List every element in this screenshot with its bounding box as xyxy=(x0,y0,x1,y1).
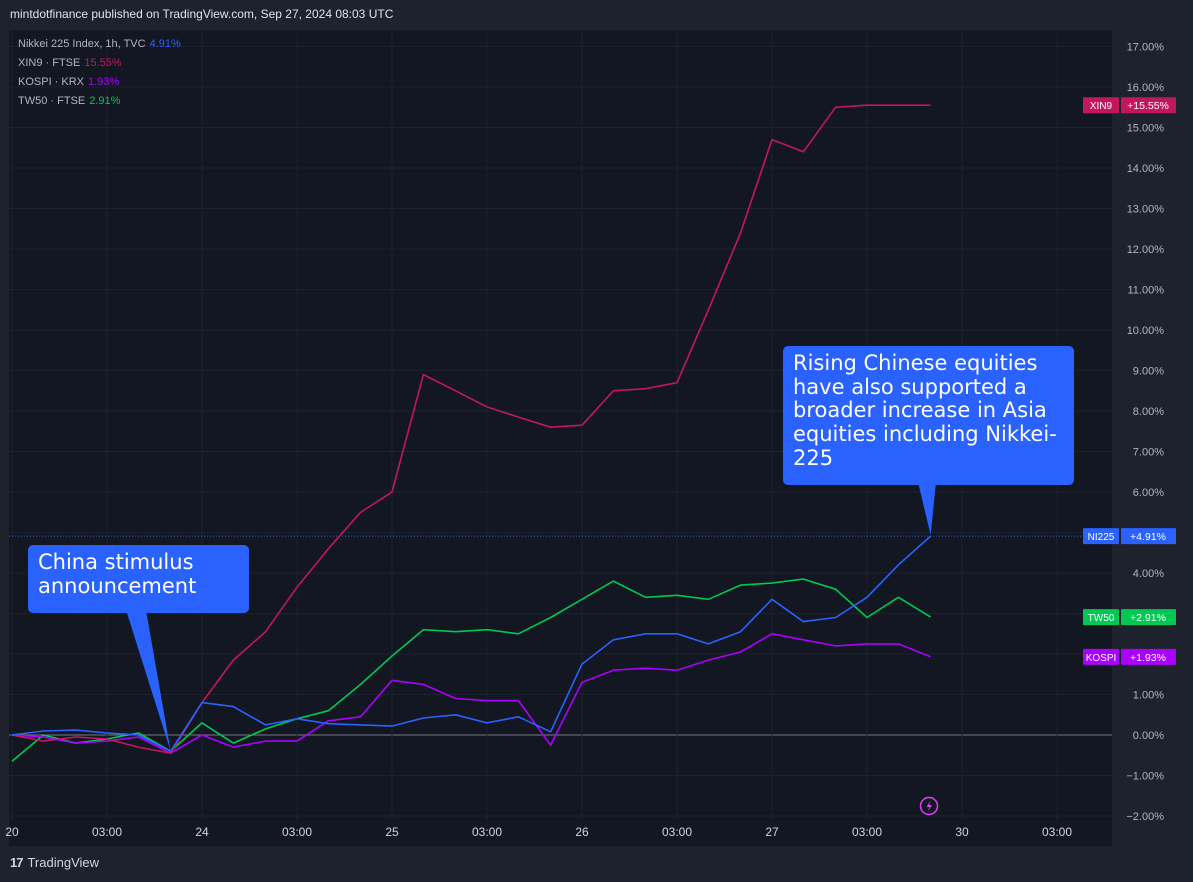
legend-value: 1.93% xyxy=(88,76,120,88)
y-tick-label: 14.00% xyxy=(1127,163,1165,175)
x-tick-label: 25 xyxy=(385,825,399,839)
callout-pointers xyxy=(126,482,936,752)
y-tick-label: 9.00% xyxy=(1133,366,1164,378)
legend-label: XIN9 · FTSE xyxy=(18,57,81,69)
x-tick-label: 03:00 xyxy=(1042,825,1072,839)
x-tick-label: 30 xyxy=(955,825,969,839)
y-tick-label: 15.00% xyxy=(1127,123,1165,135)
legend-item-kospi[interactable]: KOSPI · KRX 1.93% xyxy=(18,73,181,92)
price-tag-name-bg xyxy=(1083,528,1119,545)
series-line-xin9 xyxy=(11,104,931,754)
x-tick-label: 03:00 xyxy=(282,825,312,839)
legend: Nikkei 225 Index, 1h, TVC 4.91% XIN9 · FT… xyxy=(18,35,181,111)
legend-label: Nikkei 225 Index, 1h, TVC xyxy=(18,38,146,50)
series-lines xyxy=(11,104,932,762)
legend-item-xin9[interactable]: XIN9 · FTSE 15.55% xyxy=(18,54,181,73)
legend-value: 15.55% xyxy=(84,57,122,69)
y-tick-label: 17.00% xyxy=(1127,42,1165,54)
y-tick-label: 16.00% xyxy=(1127,82,1165,94)
x-tick-label: 26 xyxy=(575,825,589,839)
y-tick-label: 1.00% xyxy=(1133,690,1164,702)
y-tick-label: 4.00% xyxy=(1133,568,1164,580)
price-tag-value: +4.91% xyxy=(1130,531,1166,543)
legend-value: 4.91% xyxy=(149,38,181,50)
y-tick-label: 8.00% xyxy=(1133,406,1164,418)
series-line-ni225 xyxy=(11,535,932,752)
y-tick-label: 7.00% xyxy=(1133,447,1164,459)
x-tick-label: 03:00 xyxy=(852,825,882,839)
price-tag-value: +2.91% xyxy=(1130,612,1166,624)
price-tags: XIN9 +15.55% NI225 +4.91% TW50 +2.91% KOSPI +1.… xyxy=(1083,97,1176,665)
price-tag-value: +1.93% xyxy=(1130,652,1166,664)
price-tag-xin9: XIN9 +15.55% xyxy=(1083,97,1176,114)
legend-item-nikkei[interactable]: Nikkei 225 Index, 1h, TVC 4.91% xyxy=(18,35,181,54)
legend-item-tw50[interactable]: TW50 · FTSE 2.91% xyxy=(18,92,181,111)
price-tag-value-bg xyxy=(1121,528,1176,545)
y-axis: 17.00% 16.00% 15.00% 14.00% 13.00% 12.00% 11.0… xyxy=(1126,42,1164,824)
x-tick-label: 24 xyxy=(195,825,209,839)
price-tag-name-bg xyxy=(1083,97,1119,114)
publisher-header: mintdotfinance published on TradingView.… xyxy=(10,7,394,21)
price-tag-name-bg xyxy=(1083,609,1119,626)
legend-label: KOSPI · KRX xyxy=(18,76,85,88)
lightning-icon[interactable] xyxy=(919,796,939,816)
y-tick-label: 12.00% xyxy=(1127,244,1165,256)
price-tag-value-bg xyxy=(1121,609,1176,626)
series-line-kospi xyxy=(11,633,931,754)
price-tag-value-bg xyxy=(1121,97,1176,114)
price-tag-value-bg xyxy=(1121,648,1176,665)
brand-name: TradingView xyxy=(27,855,100,870)
price-tag-name: XIN9 xyxy=(1090,101,1113,112)
y-tick-label: 10.00% xyxy=(1127,325,1165,337)
y-tick-label: 13.00% xyxy=(1127,204,1165,216)
y-tick-label: −1.00% xyxy=(1126,771,1164,783)
y-tick-label: −2.00% xyxy=(1126,811,1164,823)
price-tag-kospi: KOSPI +1.93% xyxy=(1083,648,1176,665)
tradingview-logo-icon: 17 xyxy=(10,855,24,870)
x-tick-label: 20 xyxy=(5,825,19,839)
price-tag-name-bg xyxy=(1083,648,1119,665)
y-tick-label: 0.00% xyxy=(1133,730,1164,742)
rising-callout-pointer xyxy=(918,482,936,536)
rising-equities-callout[interactable]: Rising Chinese equities have also suppor… xyxy=(783,346,1074,485)
price-tag-name: KOSPI xyxy=(1086,653,1117,664)
price-tag-ni225: NI225 +4.91% xyxy=(1083,528,1176,545)
x-tick-label: 03:00 xyxy=(472,825,502,839)
price-tag-value: +15.55% xyxy=(1127,100,1169,112)
legend-label: TW50 · FTSE xyxy=(18,95,86,107)
x-tick-label: 03:00 xyxy=(92,825,122,839)
y-tick-label: 11.00% xyxy=(1128,285,1165,297)
china-stimulus-callout[interactable]: China stimulus announcement xyxy=(28,545,249,613)
y-tick-label: 6.00% xyxy=(1133,487,1164,499)
tradingview-brand[interactable]: 17 TradingView xyxy=(10,855,99,870)
x-axis: 20 03:00 24 03:00 25 03:00 26 03:00 27 03:00 30 03:… xyxy=(5,825,1072,839)
price-tag-name: NI225 xyxy=(1088,532,1115,543)
legend-value: 2.91% xyxy=(89,95,121,107)
price-tag-name: TW50 xyxy=(1088,613,1115,624)
china-callout-pointer xyxy=(126,610,171,752)
x-tick-label: 27 xyxy=(765,825,779,839)
price-tag-tw50: TW50 +2.91% xyxy=(1083,609,1176,626)
x-tick-label: 03:00 xyxy=(662,825,692,839)
